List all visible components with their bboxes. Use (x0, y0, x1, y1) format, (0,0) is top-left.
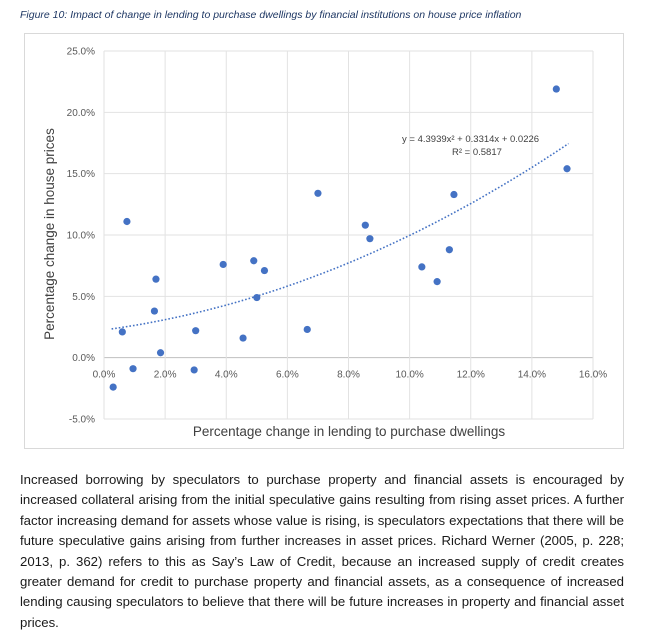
data-point (123, 217, 131, 226)
data-point (418, 263, 426, 271)
data-point (192, 327, 200, 335)
x-tick-label: 12.0% (457, 370, 485, 381)
data-point (450, 190, 458, 199)
x-tick-label: 6.0% (276, 370, 299, 381)
data-point (239, 334, 247, 342)
x-tick-label: 8.0% (337, 370, 360, 381)
data-point (250, 257, 258, 265)
x-tick-labels: 0.0% 2.0% 4.0% 6.0% 8.0% 10.0% 12.0% 14.0% 16.0% (93, 370, 608, 381)
data-point (253, 293, 261, 302)
data-point (303, 325, 311, 334)
x-axis-label: Percentage change in lending to purchase… (193, 424, 505, 439)
y-axis-label: Percentage change in house prices (42, 128, 57, 340)
data-point (156, 349, 165, 357)
y-tick-label: 15.0% (67, 169, 95, 180)
trend-r-squared: R² = 0.5817 (452, 147, 502, 158)
data-point (366, 235, 374, 243)
x-tick-label: 10.0% (395, 370, 423, 381)
y-tick-label: 25.0% (67, 47, 95, 58)
y-tick-labels: -5.0% 0.0% 5.0% 10.0% 15.0% 20.0% 25.0% (67, 47, 95, 426)
data-point (361, 221, 369, 229)
x-tick-label: 0.0% (93, 370, 116, 381)
data-point (219, 260, 227, 269)
data-point (190, 366, 198, 374)
trend-equation: y = 4.3939x² + 0.3314x + 0.0226 (402, 134, 539, 145)
y-tick-label: 10.0% (67, 231, 95, 242)
data-point (129, 365, 137, 373)
data-point (314, 189, 322, 197)
data-point (552, 85, 560, 93)
data-point (109, 383, 117, 391)
x-tick-label: 4.0% (215, 370, 238, 381)
data-point (433, 278, 441, 286)
y-tick-label: -5.0% (69, 415, 95, 426)
data-points (109, 85, 571, 391)
data-point (152, 275, 160, 283)
data-point (260, 266, 269, 275)
x-tick-label: 14.0% (518, 370, 546, 381)
y-tick-label: 0.0% (72, 353, 95, 364)
data-point (150, 307, 159, 315)
chart-frame (24, 33, 624, 449)
y-tick-label: 20.0% (67, 108, 95, 119)
trendline (111, 142, 569, 330)
x-tick-label: 2.0% (154, 370, 177, 381)
gridlines (103, 50, 594, 420)
x-tick-label: 16.0% (579, 370, 607, 381)
figure-caption: Figure 10: Impact of change in lending t… (20, 9, 522, 21)
y-tick-label: 5.0% (72, 292, 95, 303)
scatter-chart: -5.0% 0.0% 5.0% 10.0% 15.0% 20.0% 25.0% 0.0% 2.… (42, 47, 608, 440)
data-point (563, 165, 571, 173)
body-paragraph: Increased borrowing by speculators to pu… (20, 472, 624, 630)
data-point (445, 246, 453, 254)
data-point (118, 328, 126, 336)
